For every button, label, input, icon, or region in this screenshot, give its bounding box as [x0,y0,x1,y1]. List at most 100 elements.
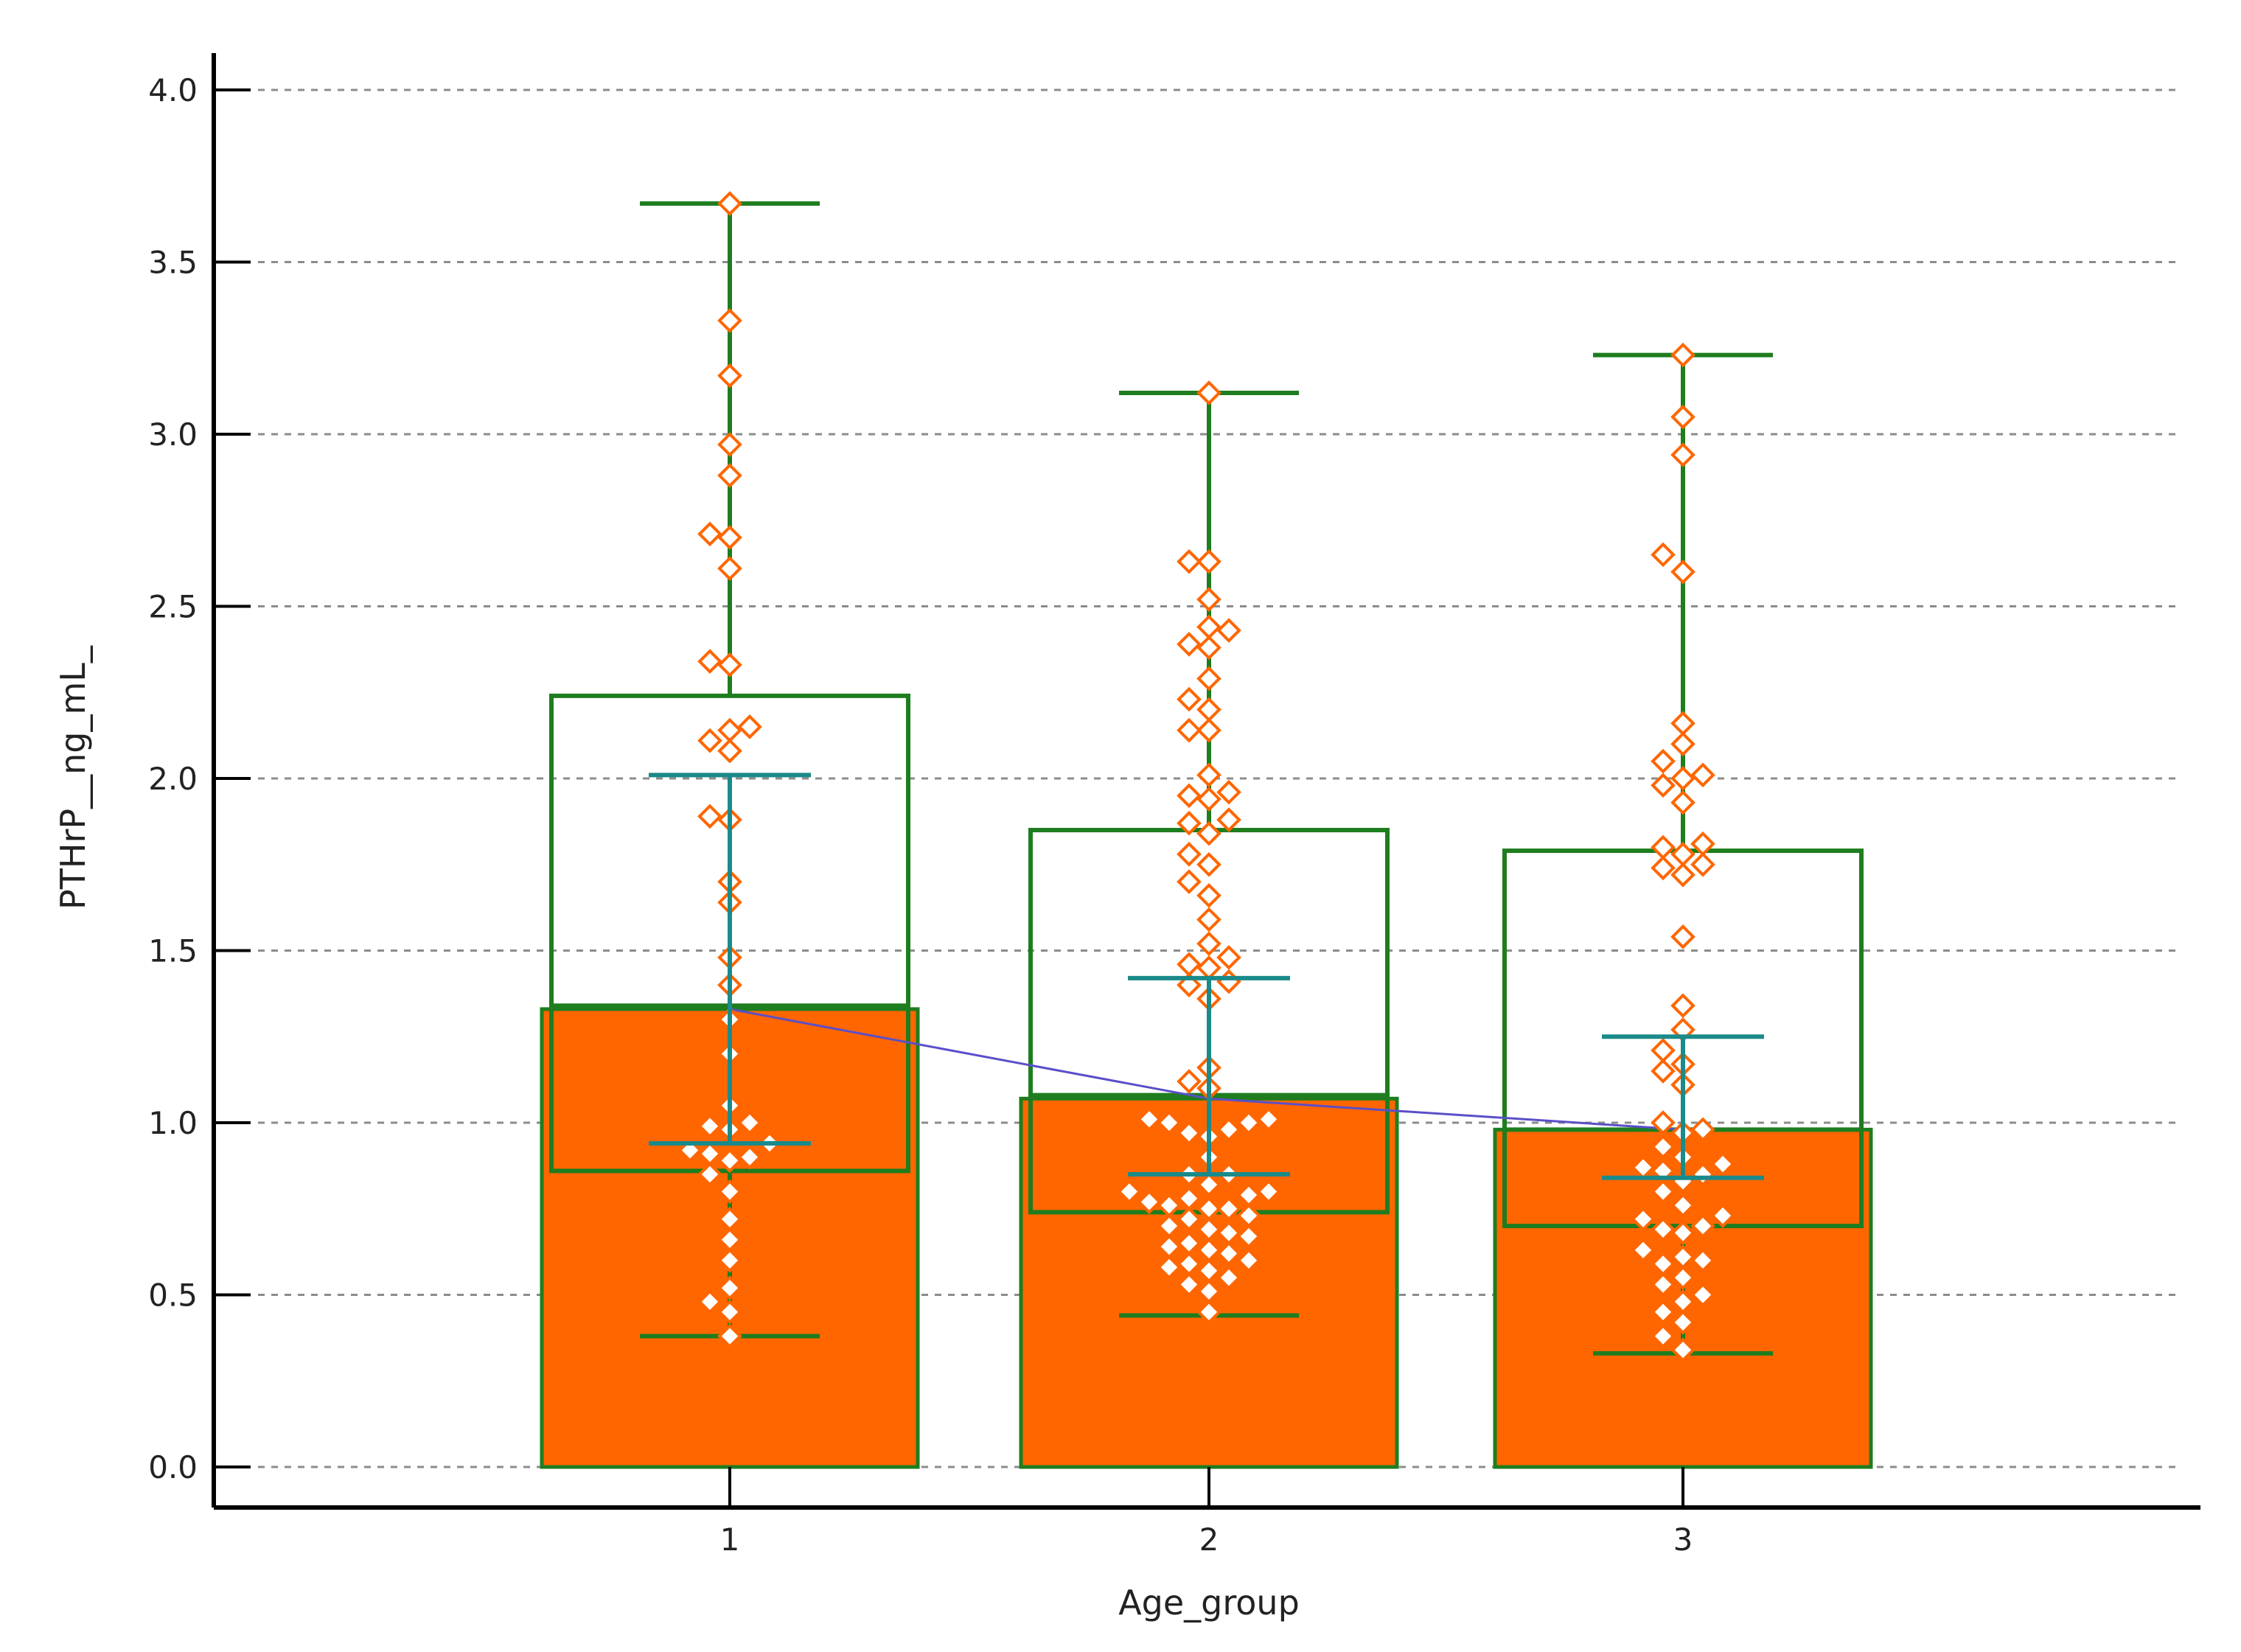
data-point [1651,1323,1676,1349]
data-point [697,728,722,753]
y-tick-label: 1.0 [148,1105,198,1141]
data-point [1670,1220,1695,1246]
data-point [1670,924,1695,949]
data-point [1177,632,1202,657]
data-point [717,463,742,488]
data-point [1177,1230,1202,1256]
data-point [1710,1203,1735,1228]
data-point [1651,542,1676,568]
data-point [1690,851,1715,877]
data-point [1177,1069,1202,1094]
data-point [1651,855,1676,881]
data-point [717,1275,742,1300]
data-point [737,1110,762,1135]
error-bars [649,773,1764,1180]
data-point [1670,342,1695,368]
y-tick-label: 0.5 [148,1278,198,1314]
x-tick-label: 1 [720,1522,740,1558]
data-point [1196,762,1221,788]
data-point [1177,1251,1202,1277]
data-point [1236,1247,1261,1273]
y-tick-label: 3.5 [148,245,198,281]
data-point [1631,1206,1656,1232]
data-point [717,363,742,388]
data-point [717,191,742,216]
data-point [1196,1172,1221,1197]
data-point [1670,862,1695,888]
data-point [1196,931,1221,956]
data-point [1651,1179,1676,1205]
data-point [1216,945,1241,970]
data-point [697,649,722,675]
data-point [1651,1134,1676,1160]
data-point [1670,841,1695,867]
data-point [1177,548,1202,574]
data-point [1236,1110,1261,1135]
data-point [717,1323,742,1349]
data-point [1196,1258,1221,1283]
data-point [1690,1213,1715,1238]
data-point [717,1247,742,1273]
data-point [1670,1193,1695,1218]
y-tick-label: 2.5 [148,589,198,625]
data-point [1670,1244,1695,1269]
data-point [1651,1038,1676,1063]
data-point [1216,1265,1241,1290]
data-point [1196,907,1221,933]
data-point [717,1300,742,1325]
data-point [717,1148,742,1174]
data-point [717,556,742,581]
data-point [1651,748,1676,774]
data-point [1236,1224,1261,1249]
data-point [1196,666,1221,691]
data-point [1236,1203,1261,1228]
data-point [1196,882,1221,908]
data-point [1216,807,1241,832]
data-point [1651,1300,1676,1325]
data-point [1177,1272,1202,1297]
data-point [1157,1234,1182,1259]
data-point [1177,1206,1202,1232]
data-point [1670,559,1695,585]
data-point [1177,952,1202,977]
data-point [1177,1185,1202,1211]
data-point [1216,1220,1241,1246]
data-point [1651,1216,1676,1242]
y-tick-label: 3.0 [148,417,198,453]
y-axis-title: PTHrP__ng_mL_ [53,645,93,910]
data-point [1196,1196,1221,1221]
data-point [1196,820,1221,846]
data-point [1670,1337,1695,1363]
data-point [1670,766,1695,791]
data-point [1196,697,1221,722]
data-point [1256,1106,1281,1132]
data-point [717,738,742,764]
data-point [1137,1189,1162,1215]
data-point [1177,869,1202,894]
data-point [1196,1279,1221,1304]
x-tick-label: 3 [1673,1522,1693,1558]
data-point [1690,1282,1715,1308]
data-point [1256,1179,1281,1205]
data-point [1157,1110,1182,1135]
x-tick-label: 2 [1199,1522,1219,1558]
y-tick-label: 4.0 [148,72,198,108]
data-point [1651,773,1676,798]
data-point [717,1179,742,1205]
data-points [677,191,1735,1363]
data-point [1670,1265,1695,1290]
x-axis-title: Age_group [1118,1583,1300,1623]
data-point [1216,1241,1241,1266]
data-point [1216,1196,1241,1221]
data-point [1196,717,1221,743]
data-point [1196,1216,1221,1242]
y-tick-label: 1.5 [148,933,198,969]
data-point [1670,711,1695,736]
data-point [1196,380,1221,405]
data-point [1651,1272,1676,1297]
data-point [1196,1300,1221,1325]
bars [540,1007,1873,1469]
data-point [717,525,742,550]
data-point [697,1289,722,1314]
